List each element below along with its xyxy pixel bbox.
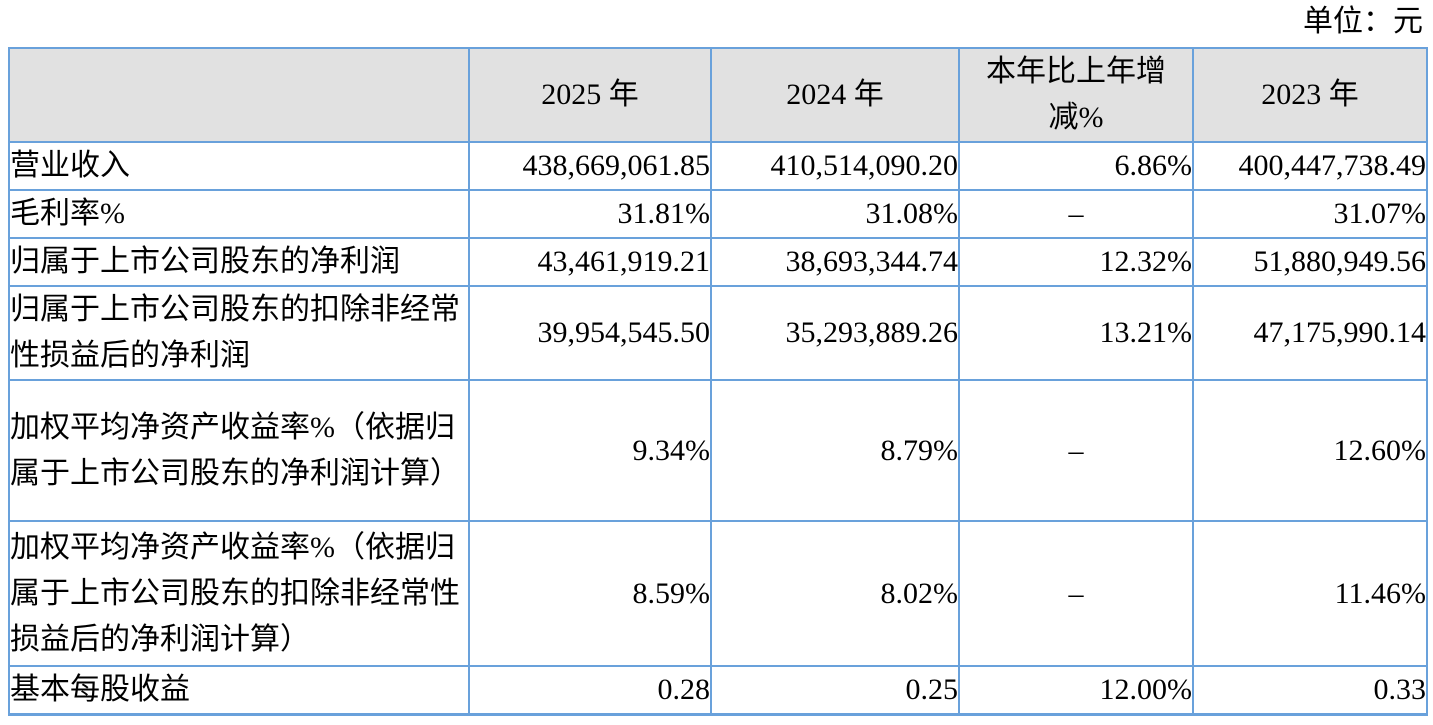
table-row-net-profit-deducted: 归属于上市公司股东的扣除非经常性损益后的净利润 39,954,545.50 35… [8, 285, 1428, 381]
table-row-basic-eps: 基本每股收益 0.28 0.25 12.00% 0.33 [8, 665, 1428, 716]
cell-2024: 35,293,889.26 [710, 285, 960, 381]
column-header-metric [8, 47, 470, 143]
cell-2024: 410,514,090.20 [710, 141, 960, 191]
cell-change: – [958, 520, 1194, 667]
cell-2025: 43,461,919.21 [468, 237, 712, 287]
cell-2024: 8.79% [710, 379, 960, 522]
cell-2025: 8.59% [468, 520, 712, 667]
table-row-weighted-roe-deducted: 加权平均净资产收益率%（依据归属于上市公司股东的扣除非经常性损益后的净利润计算）… [8, 520, 1428, 667]
unit-label: 单位：元 [1303, 5, 1423, 38]
cell-2023: 11.46% [1192, 520, 1428, 667]
row-label: 归属于上市公司股东的扣除非经常性损益后的净利润 [8, 285, 470, 381]
cell-2024: 31.08% [710, 189, 960, 239]
cell-change: 12.32% [958, 237, 1194, 287]
cell-2023: 47,175,990.14 [1192, 285, 1428, 381]
cell-change: 12.00% [958, 665, 1194, 716]
cell-2023: 400,447,738.49 [1192, 141, 1428, 191]
table-row-revenue: 营业收入 438,669,061.85 410,514,090.20 6.86%… [8, 141, 1428, 191]
table-row-weighted-roe: 加权平均净资产收益率%（依据归属于上市公司股东的净利润计算） 9.34% 8.7… [8, 379, 1428, 522]
cell-change: – [958, 379, 1194, 522]
cell-2025: 0.28 [468, 665, 712, 716]
table-row-gross-margin: 毛利率% 31.81% 31.08% – 31.07% [8, 189, 1428, 239]
cell-change: 6.86% [958, 141, 1194, 191]
row-label: 营业收入 [8, 141, 470, 191]
cell-2025: 31.81% [468, 189, 712, 239]
cell-2023: 0.33 [1192, 665, 1428, 716]
cell-2025: 438,669,061.85 [468, 141, 712, 191]
column-header-change: 本年比上年增减% [958, 47, 1194, 143]
table-row-net-profit: 归属于上市公司股东的净利润 43,461,919.21 38,693,344.7… [8, 237, 1428, 287]
column-header-2023: 2023 年 [1192, 47, 1428, 143]
cell-2025: 9.34% [468, 379, 712, 522]
column-header-2024: 2024 年 [710, 47, 960, 143]
cell-change: – [958, 189, 1194, 239]
cell-2023: 51,880,949.56 [1192, 237, 1428, 287]
financial-summary-table: 2025 年 2024 年 本年比上年增减% 2023 年 营业收入 438,6… [8, 47, 1428, 716]
cell-2025: 39,954,545.50 [468, 285, 712, 381]
cell-2024: 0.25 [710, 665, 960, 716]
row-label: 加权平均净资产收益率%（依据归属于上市公司股东的扣除非经常性损益后的净利润计算） [8, 520, 470, 667]
column-header-change-text: 本年比上年增减% [986, 55, 1166, 134]
cell-2024: 8.02% [710, 520, 960, 667]
cell-2024: 38,693,344.74 [710, 237, 960, 287]
cell-change: 13.21% [958, 285, 1194, 381]
row-label: 毛利率% [8, 189, 470, 239]
row-label: 归属于上市公司股东的净利润 [8, 237, 470, 287]
cell-2023: 31.07% [1192, 189, 1428, 239]
cell-2023: 12.60% [1192, 379, 1428, 522]
row-label: 加权平均净资产收益率%（依据归属于上市公司股东的净利润计算） [8, 379, 470, 522]
row-label: 基本每股收益 [8, 665, 470, 716]
column-header-2025: 2025 年 [468, 47, 712, 143]
header-row: 2025 年 2024 年 本年比上年增减% 2023 年 [8, 47, 1428, 143]
